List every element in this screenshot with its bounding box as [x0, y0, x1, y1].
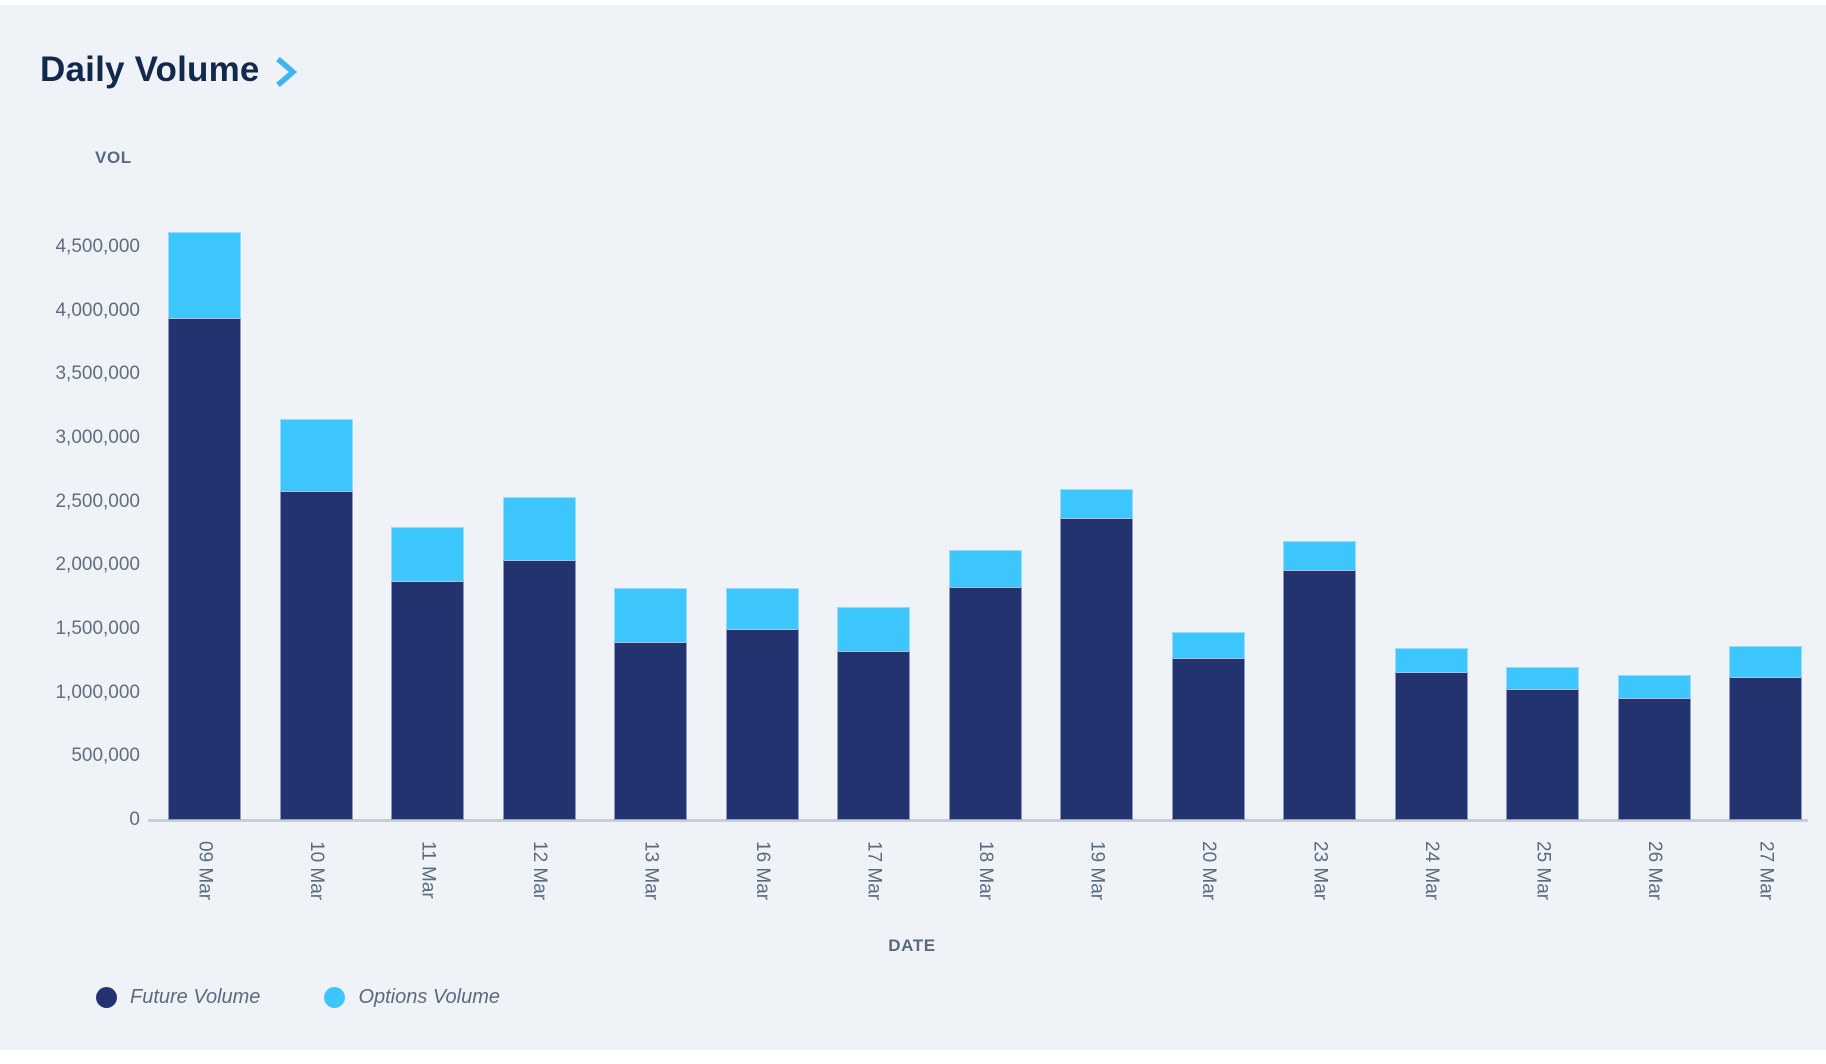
chevron-right-icon[interactable] — [274, 55, 297, 89]
x-axis-title: DATE — [888, 936, 936, 955]
bar-13-mar[interactable]: 13 Mar — [614, 215, 687, 900]
future-volume-segment[interactable] — [1060, 518, 1133, 820]
options-volume-segment[interactable] — [502, 496, 576, 561]
y-tick-label: 500,000 — [71, 745, 140, 767]
x-tick-label: 27 Mar — [1755, 841, 1777, 901]
options-volume-segment[interactable] — [1729, 645, 1802, 678]
bottom-margin-strip — [0, 1050, 1826, 1064]
x-tick-label: 17 Mar — [863, 841, 885, 901]
options-volume-segment[interactable] — [725, 588, 799, 629]
x-tick-label: 11 Mar — [417, 841, 439, 899]
future-volume-segment[interactable] — [391, 580, 464, 820]
bar-10-mar[interactable]: 10 Mar — [279, 215, 353, 900]
y-tick-label: 4,500,000 — [55, 235, 140, 257]
bar-24-mar[interactable]: 24 Mar — [1394, 215, 1468, 900]
bar-20-mar[interactable]: 20 Mar — [1171, 215, 1245, 900]
y-tick-label: 0 — [129, 809, 140, 830]
bar-27-mar[interactable]: 27 Mar — [1729, 215, 1802, 900]
future-volume-segment[interactable] — [1729, 677, 1802, 820]
x-tick-label: 12 Mar — [529, 841, 550, 901]
y-axis-ticks: 0 500,000 1,000,000 1,500,000 2,000,000 2,500… — [0, 215, 140, 830]
bar-17-mar[interactable]: 17 Mar — [837, 215, 910, 900]
x-tick-label: 19 Mar — [1086, 841, 1108, 901]
y-tick-label: 1,500,000 — [55, 617, 140, 639]
options-volume-segment[interactable] — [1394, 648, 1468, 673]
page-title-text: Daily Volume — [40, 50, 260, 89]
legend-label: Options Volume — [358, 986, 500, 1008]
bar-25-mar[interactable]: 25 Mar — [1506, 215, 1579, 900]
options-volume-segment[interactable] — [1060, 488, 1133, 519]
bar-12-mar[interactable]: 12 Mar — [502, 215, 576, 900]
legend-item-options-volume[interactable]: Options Volume — [324, 986, 500, 1009]
future-volume-segment[interactable] — [837, 650, 910, 820]
options-volume-segment[interactable] — [837, 607, 910, 651]
future-volume-segment[interactable] — [1394, 672, 1468, 820]
future-volume-segment[interactable] — [1506, 688, 1579, 820]
x-tick-label: 25 Mar — [1532, 841, 1554, 901]
x-tick-label: 10 Mar — [306, 841, 327, 901]
legend-label: Future Volume — [130, 986, 261, 1008]
y-axis-title: VOL — [95, 148, 132, 167]
y-tick-label: 2,000,000 — [55, 554, 140, 576]
chart-legend: Future Volume Options Volume — [96, 986, 500, 1009]
bar-19-mar[interactable]: 19 Mar — [1060, 215, 1133, 900]
options-volume-segment[interactable] — [279, 418, 353, 492]
bar-16-mar[interactable]: 16 Mar — [725, 215, 799, 900]
x-tick-label: 16 Mar — [752, 841, 773, 901]
x-axis-baseline — [148, 819, 1808, 822]
bar-26-mar[interactable]: 26 Mar — [1617, 215, 1691, 900]
future-volume-segment[interactable] — [1171, 658, 1245, 820]
top-margin-strip — [0, 0, 1826, 5]
legend-item-future-volume[interactable]: Future Volume — [96, 986, 260, 1009]
bar-18-mar[interactable]: 18 Mar — [948, 215, 1022, 900]
x-tick-label: 23 Mar — [1309, 841, 1331, 901]
options-volume-segment[interactable] — [391, 527, 464, 581]
bar-11-mar[interactable]: 11 Mar — [391, 215, 464, 899]
future-volume-segment[interactable] — [1283, 570, 1356, 820]
options-volume-segment[interactable] — [1617, 674, 1691, 698]
x-tick-label: 09 Mar — [194, 841, 216, 901]
future-volume-segment[interactable] — [948, 586, 1022, 820]
page-title[interactable]: Daily Volume — [40, 50, 297, 90]
bar-23-mar[interactable]: 23 Mar — [1283, 215, 1356, 900]
options-volume-segment[interactable] — [614, 588, 687, 642]
future-volume-segment[interactable] — [502, 560, 576, 820]
future-volume-segment[interactable] — [1617, 697, 1691, 820]
options-volume-segment[interactable] — [948, 550, 1022, 587]
y-tick-label: 3,500,000 — [55, 363, 140, 385]
options-volume-segment[interactable] — [168, 231, 241, 319]
legend-dot-icon — [96, 987, 117, 1008]
x-tick-label: 13 Mar — [640, 841, 662, 901]
future-volume-segment[interactable] — [725, 628, 799, 820]
y-tick-label: 1,000,000 — [55, 681, 140, 703]
options-volume-segment[interactable] — [1506, 667, 1579, 689]
future-volume-segment[interactable] — [168, 318, 241, 820]
x-tick-label: 24 Mar — [1421, 841, 1442, 901]
legend-dot-icon — [324, 987, 346, 1008]
x-tick-label: 26 Mar — [1644, 841, 1665, 901]
options-volume-segment[interactable] — [1171, 631, 1245, 659]
future-volume-segment[interactable] — [614, 641, 687, 820]
y-tick-label: 2,500,000 — [55, 490, 140, 512]
y-tick-label: 4,000,000 — [55, 299, 140, 321]
options-volume-segment[interactable] — [1283, 541, 1356, 571]
bar-chart-plot-area: 09 Mar 10 Mar 11 Mar 12 Mar 13 Mar 16 Mar 17 M… — [168, 215, 1802, 900]
x-tick-label: 20 Mar — [1198, 841, 1219, 901]
y-tick-label: 3,000,000 — [55, 426, 140, 448]
bar-09-mar[interactable]: 09 Mar — [168, 215, 241, 900]
future-volume-segment[interactable] — [279, 491, 353, 820]
x-tick-label: 18 Mar — [975, 841, 996, 901]
